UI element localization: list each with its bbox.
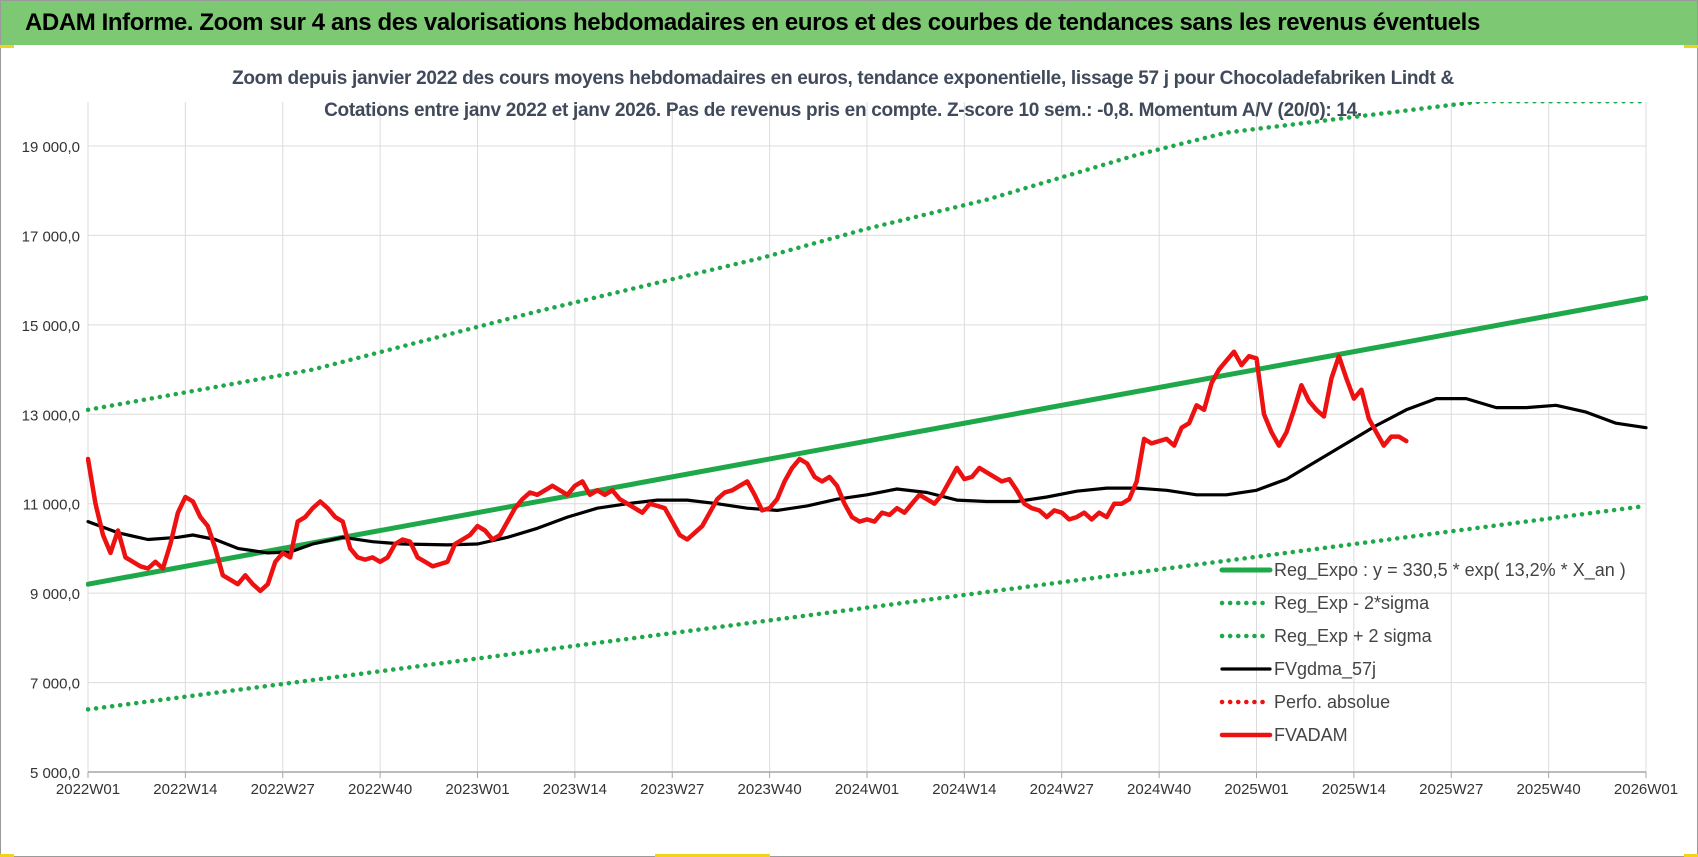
y-tick-label: 15 000,0 bbox=[22, 318, 80, 335]
legend-label: FVADAM bbox=[1274, 725, 1348, 745]
y-tick-label: 13 000,0 bbox=[22, 407, 80, 424]
x-tick-label: 2024W27 bbox=[1030, 781, 1094, 798]
y-tick-labels: 5 000,0 7 000,0 9 000,0 11 000,0 13 000,0 15 … bbox=[22, 139, 80, 782]
series-line-fvgdma_57j bbox=[86, 397, 1648, 555]
x-tick-label: 2025W14 bbox=[1322, 781, 1386, 798]
y-tick-label: 9 000,0 bbox=[30, 586, 80, 603]
x-tick-labels: 2022W01 2022W14 2022W27 2022W40 2023W01 2023W… bbox=[56, 781, 1678, 798]
x-tick-label: 2022W27 bbox=[251, 781, 315, 798]
legend-label: Reg_Expo : y = 330,5 * exp( 13,2% * X_an… bbox=[1274, 560, 1626, 581]
banner-title: ADAM Informe. Zoom sur 4 ans des valoris… bbox=[25, 9, 1480, 36]
x-tick-label: 2022W14 bbox=[153, 781, 217, 798]
corner-accent-top-left bbox=[0, 45, 14, 48]
y-tick-label: 5 000,0 bbox=[30, 765, 80, 782]
legend: Reg_Expo : y = 330,5 * exp( 13,2% * X_an… bbox=[1219, 560, 1626, 745]
corner-accent-bottom-center bbox=[655, 854, 770, 857]
series-line-reg_exp bbox=[86, 503, 1648, 712]
legend-label: Reg_Exp + 2 sigma bbox=[1274, 626, 1433, 647]
x-tick-label: 2022W40 bbox=[348, 781, 412, 798]
y-tick-label: 17 000,0 bbox=[22, 228, 80, 245]
corner-accent-bottom-right bbox=[1684, 854, 1698, 857]
y-tick-label: 7 000,0 bbox=[30, 676, 80, 693]
x-tick-label: 2024W01 bbox=[835, 781, 899, 798]
gridlines bbox=[87, 102, 1647, 778]
legend-label: Reg_Exp - 2*sigma bbox=[1274, 593, 1430, 614]
chart-title-line-2: Cotations entre janv 2022 et janv 2026. … bbox=[324, 100, 1362, 121]
x-tick-label: 2023W40 bbox=[738, 781, 802, 798]
series-line-fvadam bbox=[86, 349, 1409, 594]
x-tick-label: 2023W27 bbox=[640, 781, 704, 798]
corner-accent-bottom-left bbox=[0, 854, 14, 857]
legend-label: Perfo. absolue bbox=[1274, 692, 1390, 712]
x-tick-label: 2023W01 bbox=[445, 781, 509, 798]
chart-title-line-1: Zoom depuis janvier 2022 des cours moyen… bbox=[232, 68, 1454, 89]
x-tick-label: 2024W14 bbox=[932, 781, 996, 798]
chart-area: 5 000,0 7 000,0 9 000,0 11 000,0 13 000,0 15 … bbox=[22, 68, 1679, 798]
title-banner: ADAM Informe. Zoom sur 4 ans des valoris… bbox=[1, 1, 1697, 45]
x-tick-label: 2022W01 bbox=[56, 781, 120, 798]
x-tick-label: 2025W40 bbox=[1517, 781, 1581, 798]
plot-series bbox=[86, 102, 1648, 712]
x-tick-label: 2024W40 bbox=[1127, 781, 1191, 798]
y-tick-label: 19 000,0 bbox=[22, 139, 80, 156]
legend-label: FVgdma_57j bbox=[1274, 659, 1376, 680]
corner-accent-top-right bbox=[1684, 45, 1698, 48]
y-tick-label: 11 000,0 bbox=[23, 497, 80, 514]
x-tick-label: 2025W01 bbox=[1224, 781, 1288, 798]
x-tick-label: 2026W01 bbox=[1614, 781, 1678, 798]
x-tick-label: 2025W27 bbox=[1419, 781, 1483, 798]
x-tick-label: 2023W14 bbox=[543, 781, 607, 798]
